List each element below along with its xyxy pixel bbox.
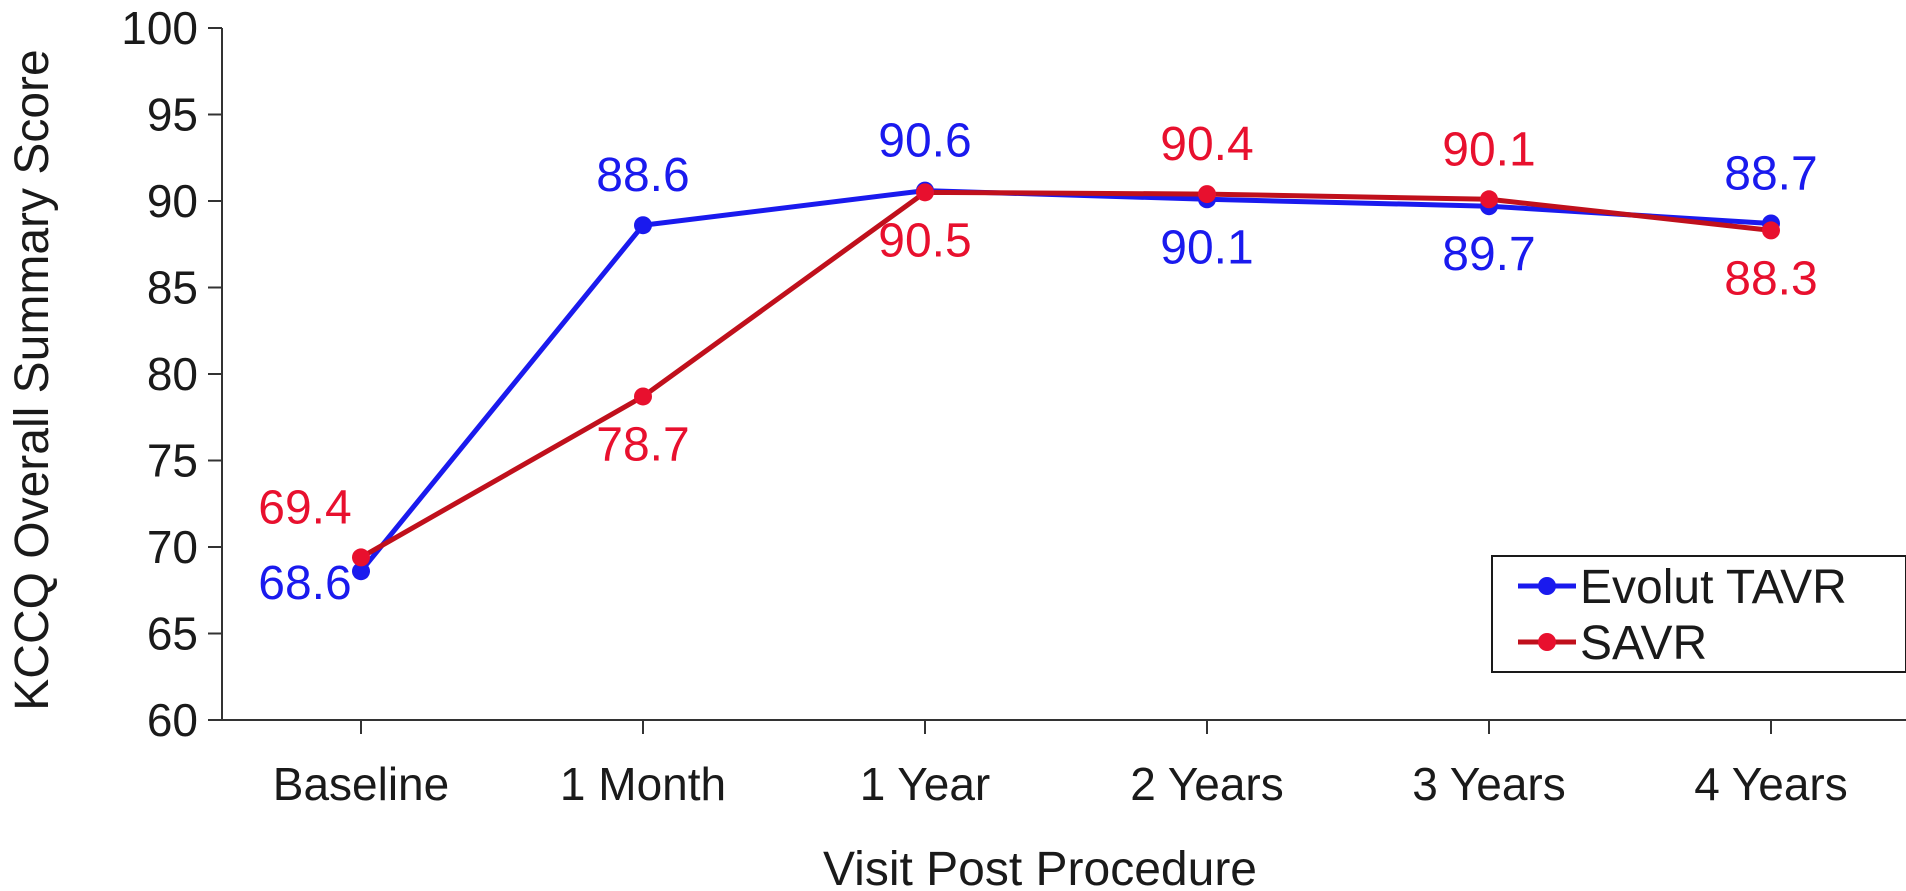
y-tick-label: 80: [147, 348, 198, 400]
y-tick-label: 100: [121, 2, 198, 54]
data-label-savr: 90.1: [1442, 123, 1535, 176]
data-point-evolut-tavr: [352, 562, 370, 581]
data-label-evolut-tavr: 89.7: [1442, 228, 1535, 281]
y-tick-label: 85: [147, 262, 198, 314]
data-label-savr: 90.5: [878, 214, 971, 267]
data-label-evolut-tavr: 90.6: [878, 115, 971, 168]
y-tick-label: 70: [147, 521, 198, 573]
x-tick-label: 3 Years: [1412, 758, 1565, 810]
x-tick-label: 4 Years: [1694, 758, 1847, 810]
data-point-savr: [1762, 221, 1780, 240]
series-line-savr: [359, 189, 1772, 560]
data-point-savr: [352, 548, 370, 567]
series-layer: [352, 181, 1780, 581]
data-label-evolut-tavr: 88.7: [1724, 147, 1817, 200]
data-point-savr: [634, 387, 652, 406]
data-point-savr: [916, 183, 934, 202]
data-label-savr: 90.4: [1160, 118, 1253, 171]
data-label-evolut-tavr: 90.1: [1160, 221, 1253, 274]
data-label-savr: 78.7: [596, 418, 689, 471]
data-point-savr: [1480, 190, 1498, 209]
legend-box: [1491, 555, 1906, 673]
y-tick-label: 90: [147, 175, 198, 227]
y-tick-label: 60: [147, 694, 198, 746]
y-tick-label: 95: [147, 89, 198, 141]
legend-entry-evolut-tavr: Evolut TAVR: [1580, 561, 1847, 614]
y-axis-title: KCCQ Overall Summary Score: [6, 49, 59, 710]
x-tick-label: 2 Years: [1130, 758, 1283, 810]
y-tick-label: 65: [147, 608, 198, 660]
legend-swatch-marker: [1538, 577, 1556, 595]
x-axis-title: Visit Post Procedure: [823, 843, 1257, 891]
x-tick-label: 1 Month: [560, 758, 726, 810]
axes: 60 65 70 75 80 85 90 95 100 Baseline 1 Month 1 Year…: [121, 2, 1906, 810]
data-label-evolut-tavr: 88.6: [596, 149, 689, 202]
data-labels: 68.6 69.4 88.6 78.7 90.6 90.5 90.1 90.4 89.7 90.1…: [258, 115, 1817, 611]
data-label-savr: 88.3: [1724, 252, 1817, 305]
data-label-evolut-tavr: 68.6: [258, 557, 351, 610]
x-tick-label: 1 Year: [860, 758, 990, 810]
data-label-savr: 69.4: [258, 481, 351, 534]
y-tick-label: 75: [147, 435, 198, 487]
data-point-evolut-tavr: [634, 216, 652, 235]
legend-swatch-marker: [1538, 633, 1556, 651]
data-point-savr: [1198, 185, 1216, 204]
x-tick-label: Baseline: [273, 758, 449, 810]
series-line-evolut-tavr: [359, 188, 1772, 573]
legend-entry-savr: SAVR: [1580, 617, 1707, 670]
